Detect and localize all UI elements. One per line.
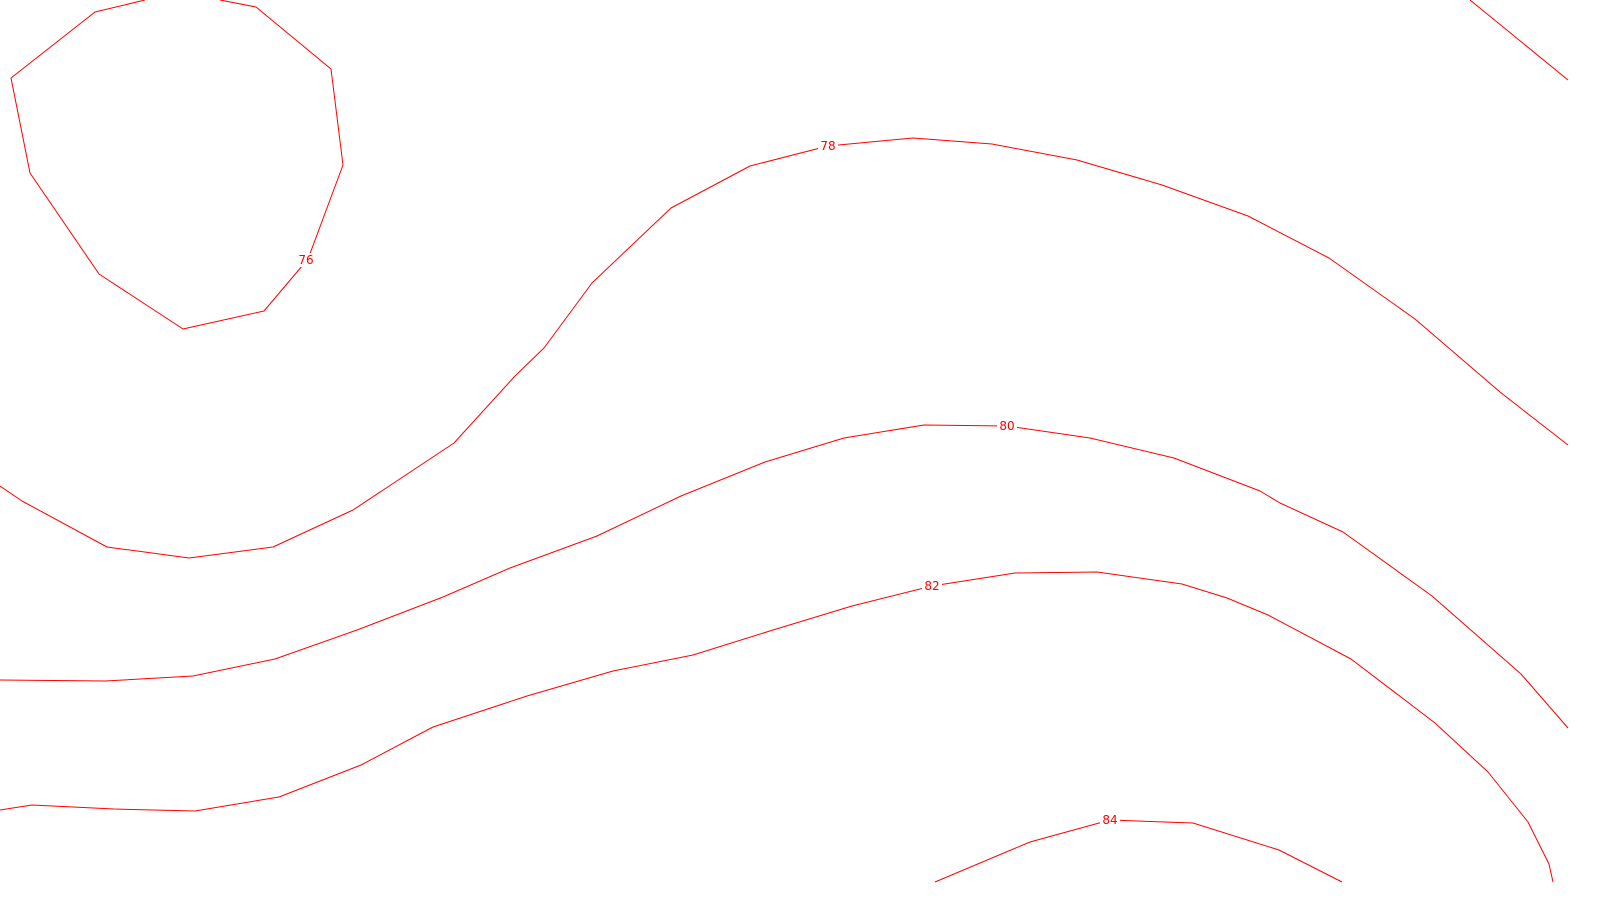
contour-line-84 bbox=[934, 819, 1343, 883]
contour-label-bg-76 bbox=[298, 253, 314, 267]
contour-label-80: 80 bbox=[999, 419, 1014, 433]
contour-76: 76 bbox=[10, 0, 344, 330]
contour-line-82 bbox=[0, 571, 1554, 883]
contour-line-76 bbox=[10, 0, 344, 330]
contour-78: 78 bbox=[0, 137, 1569, 559]
contour-label-bg-84 bbox=[1100, 813, 1120, 827]
contour-line-80 bbox=[0, 424, 1569, 729]
contour-label-bg-80 bbox=[997, 419, 1017, 433]
contour-label-78: 78 bbox=[820, 139, 835, 153]
contour-label-76: 76 bbox=[298, 253, 313, 267]
contour-label-84: 84 bbox=[1102, 813, 1117, 827]
contour-label-bg-82 bbox=[922, 579, 942, 593]
contour-84: 84 bbox=[934, 813, 1343, 883]
contour-label-82: 82 bbox=[924, 579, 939, 593]
contour-label-bg-78 bbox=[818, 139, 838, 153]
contour-line-78-upper bbox=[1469, 0, 1569, 81]
contour-line-78 bbox=[0, 137, 1569, 559]
contour-78-upper bbox=[1469, 0, 1569, 81]
contour-80: 80 bbox=[0, 419, 1569, 729]
contour-82: 82 bbox=[0, 571, 1554, 883]
